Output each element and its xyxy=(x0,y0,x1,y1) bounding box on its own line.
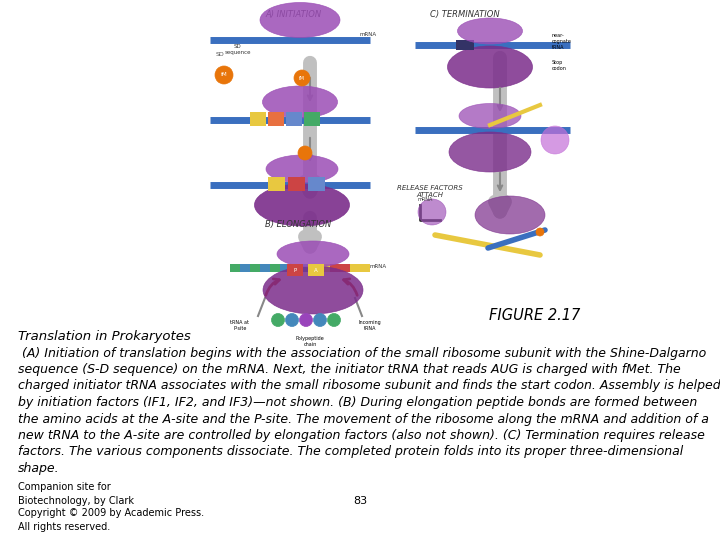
Text: mRNA: mRNA xyxy=(370,264,387,268)
Text: B) ELONGATION: B) ELONGATION xyxy=(265,220,331,229)
Bar xyxy=(308,177,325,191)
Bar xyxy=(286,112,302,126)
Bar xyxy=(340,264,350,272)
Ellipse shape xyxy=(260,3,340,37)
Text: sequence (S-D sequence) on the mRNA. Next, the initiator tRNA that reads AUG is : sequence (S-D sequence) on the mRNA. Nex… xyxy=(18,363,680,376)
Text: RELEASE FACTORS
ATTACH: RELEASE FACTORS ATTACH xyxy=(397,185,463,198)
Ellipse shape xyxy=(459,104,521,129)
Text: Incoming
tRNA: Incoming tRNA xyxy=(359,320,382,331)
Bar xyxy=(320,264,330,272)
Bar xyxy=(268,112,284,126)
Ellipse shape xyxy=(448,46,533,88)
Text: Stop
codon: Stop codon xyxy=(552,60,567,71)
Text: by initiation factors (IF1, IF2, and IF3)—not shown. (B) During elongation pepti: by initiation factors (IF1, IF2, and IF3… xyxy=(18,396,697,409)
Bar xyxy=(250,264,260,272)
Text: A: A xyxy=(314,267,318,273)
Ellipse shape xyxy=(254,184,349,226)
Bar xyxy=(230,264,240,272)
Bar xyxy=(310,264,320,272)
Ellipse shape xyxy=(536,228,544,236)
Text: Companion site for: Companion site for xyxy=(18,483,111,492)
Text: factors. The various components dissociate. The completed protein folds into its: factors. The various components dissocia… xyxy=(18,446,683,458)
Ellipse shape xyxy=(541,126,569,154)
Text: C) TERMINATION: C) TERMINATION xyxy=(430,10,500,19)
Text: Biotechnology, by Clark: Biotechnology, by Clark xyxy=(18,496,134,505)
Bar xyxy=(288,177,305,191)
Ellipse shape xyxy=(266,155,338,183)
Text: 83: 83 xyxy=(353,496,367,505)
Bar xyxy=(287,264,303,276)
Text: FIGURE 2.17: FIGURE 2.17 xyxy=(490,308,580,323)
Text: SD: SD xyxy=(215,52,225,57)
Bar xyxy=(290,264,300,272)
Bar xyxy=(260,264,270,272)
Ellipse shape xyxy=(263,86,338,118)
Bar xyxy=(330,264,340,272)
Text: P: P xyxy=(293,267,297,273)
Text: mRNA: mRNA xyxy=(418,197,433,202)
Text: A) INITIATION: A) INITIATION xyxy=(265,10,321,19)
Ellipse shape xyxy=(300,314,312,327)
Bar xyxy=(280,264,290,272)
Bar xyxy=(304,112,320,126)
Text: mRNA: mRNA xyxy=(360,32,377,37)
Text: new tRNA to the A-site are controlled by elongation factors (also not shown). (C: new tRNA to the A-site are controlled by… xyxy=(18,429,705,442)
Ellipse shape xyxy=(449,132,531,172)
Ellipse shape xyxy=(277,241,349,267)
Text: SD
sequence: SD sequence xyxy=(225,44,251,55)
Text: near-
cognate
tRNA: near- cognate tRNA xyxy=(552,33,572,50)
Bar xyxy=(268,177,285,191)
Bar xyxy=(456,40,474,50)
Text: shape.: shape. xyxy=(18,462,60,475)
Ellipse shape xyxy=(313,314,326,327)
Ellipse shape xyxy=(298,146,312,160)
Ellipse shape xyxy=(215,66,233,84)
Bar xyxy=(270,264,280,272)
Ellipse shape xyxy=(418,199,446,225)
Bar xyxy=(360,264,370,272)
Text: Polypeptide
chain: Polypeptide chain xyxy=(296,336,325,347)
Bar xyxy=(240,264,250,272)
Text: (A) Initiation of translation begins with the association of the small ribosome : (A) Initiation of translation begins wit… xyxy=(18,347,706,360)
Text: fM: fM xyxy=(299,76,305,80)
Bar xyxy=(308,264,324,276)
Text: All rights reserved.: All rights reserved. xyxy=(18,522,110,531)
Text: Translation in Prokaryotes: Translation in Prokaryotes xyxy=(18,330,191,343)
Ellipse shape xyxy=(286,314,299,327)
Ellipse shape xyxy=(263,266,363,314)
Text: tRNA at
P-site: tRNA at P-site xyxy=(230,320,250,331)
Text: charged initiator tRNA associates with the small ribosome subunit and finds the : charged initiator tRNA associates with t… xyxy=(18,380,720,393)
Bar xyxy=(350,264,360,272)
Ellipse shape xyxy=(294,70,310,86)
Ellipse shape xyxy=(475,196,545,234)
Bar xyxy=(250,112,266,126)
Text: fM: fM xyxy=(221,72,228,78)
Bar xyxy=(300,264,310,272)
Text: the amino acids at the A-site and the P-site. The movement of the ribosome along: the amino acids at the A-site and the P-… xyxy=(18,413,709,426)
Text: Copyright © 2009 by Academic Press.: Copyright © 2009 by Academic Press. xyxy=(18,509,204,518)
Ellipse shape xyxy=(328,314,341,327)
Ellipse shape xyxy=(457,18,523,44)
Ellipse shape xyxy=(271,314,284,327)
